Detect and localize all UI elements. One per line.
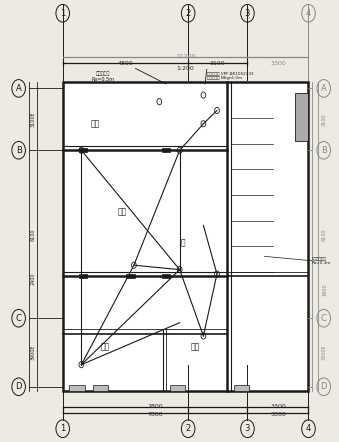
Bar xyxy=(79,148,87,152)
Text: 7800: 7800 xyxy=(147,412,163,417)
Text: D: D xyxy=(15,382,22,391)
Text: 3300: 3300 xyxy=(270,61,286,66)
Bar xyxy=(79,274,87,278)
Text: 3: 3 xyxy=(245,424,250,433)
Text: 3300: 3300 xyxy=(270,404,286,409)
Text: 客厅: 客厅 xyxy=(117,208,127,217)
Text: 11200: 11200 xyxy=(176,54,195,59)
Text: 4: 4 xyxy=(306,424,311,433)
Text: C: C xyxy=(16,314,22,323)
Text: 3300E: 3300E xyxy=(322,345,327,360)
Text: 1: 1 xyxy=(60,9,65,18)
Bar xyxy=(295,93,308,141)
Bar xyxy=(170,385,185,391)
Text: 3100: 3100 xyxy=(322,113,327,126)
Bar xyxy=(126,274,135,278)
Text: 1: 1 xyxy=(60,424,65,433)
Text: 3100: 3100 xyxy=(210,61,226,66)
Text: 4800: 4800 xyxy=(118,61,133,66)
Bar xyxy=(162,148,170,152)
Text: 6100: 6100 xyxy=(31,228,36,240)
Bar xyxy=(63,82,308,391)
Text: D: D xyxy=(320,382,327,391)
Text: 上: 上 xyxy=(181,239,185,248)
Text: 3300: 3300 xyxy=(270,412,286,417)
Text: 3: 3 xyxy=(245,9,250,18)
Text: 高堂: 高堂 xyxy=(90,119,100,128)
Text: L消防应急灯
Ra=0.3m: L消防应急灯 Ra=0.3m xyxy=(312,256,331,265)
Text: 1600: 1600 xyxy=(322,283,327,296)
Text: 3900E: 3900E xyxy=(31,345,36,360)
Bar xyxy=(69,385,85,391)
Text: 4: 4 xyxy=(306,9,311,18)
Text: 从强弱电箱 VPF-BK1052333
配电柜引入 N6gn1.0m: 从强弱电箱 VPF-BK1052333 配电柜引入 N6gn1.0m xyxy=(207,72,254,80)
Bar xyxy=(93,385,108,391)
Text: B: B xyxy=(321,146,327,155)
Text: 7800: 7800 xyxy=(147,404,163,409)
Bar xyxy=(162,274,170,278)
Text: 2: 2 xyxy=(185,9,191,18)
Text: A: A xyxy=(321,84,326,93)
Text: 2400: 2400 xyxy=(31,272,36,285)
Text: 厨房: 厨房 xyxy=(100,343,110,351)
Text: A: A xyxy=(16,84,21,93)
Text: 3100E: 3100E xyxy=(31,111,36,127)
Text: 1:200: 1:200 xyxy=(177,66,195,71)
Bar xyxy=(234,385,249,391)
Text: 2: 2 xyxy=(185,424,191,433)
Text: 6100: 6100 xyxy=(322,228,327,240)
Text: B: B xyxy=(16,146,22,155)
Text: 照明配电箱
Ra=0.5m: 照明配电箱 Ra=0.5m xyxy=(92,71,115,81)
Text: 餐厅: 餐厅 xyxy=(190,343,200,351)
Text: C: C xyxy=(321,314,327,323)
